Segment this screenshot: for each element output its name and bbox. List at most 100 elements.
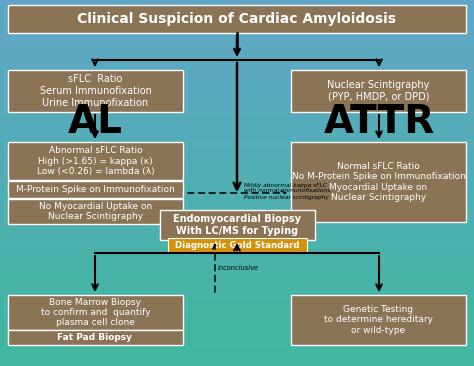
Bar bbox=[0, 139, 474, 144]
Bar bbox=[0, 11, 474, 16]
Bar bbox=[0, 81, 474, 85]
Bar bbox=[0, 62, 474, 67]
Bar bbox=[0, 117, 474, 122]
Text: Diagnostic Gold Standard: Diagnostic Gold Standard bbox=[175, 240, 299, 250]
Bar bbox=[0, 359, 474, 363]
Bar bbox=[0, 362, 474, 366]
Bar bbox=[0, 194, 474, 199]
Bar bbox=[0, 154, 474, 158]
FancyBboxPatch shape bbox=[8, 181, 183, 198]
Text: Nuclear Scintigraphy
(PYP, HMDP, or DPD): Nuclear Scintigraphy (PYP, HMDP, or DPD) bbox=[328, 80, 430, 102]
Bar bbox=[0, 113, 474, 118]
Bar bbox=[0, 40, 474, 45]
Bar bbox=[0, 26, 474, 30]
Text: Positive nuclear scintigraphy: Positive nuclear scintigraphy bbox=[244, 194, 329, 199]
Text: Bone Marrow Biopsy
to confirm and  quantify
plasma cell clone: Bone Marrow Biopsy to confirm and quanti… bbox=[41, 298, 150, 328]
Bar bbox=[0, 88, 474, 93]
Text: sFLC  Ratio
Serum Immunofixation
Urine Immunofixation: sFLC Ratio Serum Immunofixation Urine Im… bbox=[39, 74, 151, 108]
Bar bbox=[0, 183, 474, 188]
Bar bbox=[0, 146, 474, 151]
Bar bbox=[0, 326, 474, 330]
Bar bbox=[0, 293, 474, 298]
Bar bbox=[0, 307, 474, 312]
Bar bbox=[0, 271, 474, 276]
Bar bbox=[0, 15, 474, 19]
Bar bbox=[0, 51, 474, 56]
Bar bbox=[0, 172, 474, 177]
FancyBboxPatch shape bbox=[168, 238, 307, 252]
Bar bbox=[0, 70, 474, 74]
Bar bbox=[0, 216, 474, 221]
FancyBboxPatch shape bbox=[8, 70, 183, 112]
Text: Fat Pad Biopsy: Fat Pad Biopsy bbox=[57, 332, 133, 341]
Bar bbox=[0, 106, 474, 111]
Bar bbox=[0, 300, 474, 305]
Bar bbox=[0, 337, 474, 341]
Bar bbox=[0, 253, 474, 257]
Bar bbox=[0, 48, 474, 52]
Bar bbox=[0, 18, 474, 23]
Bar bbox=[0, 124, 474, 129]
Bar bbox=[0, 315, 474, 320]
Bar bbox=[0, 168, 474, 173]
Bar bbox=[0, 77, 474, 82]
Text: Genetic Testing
to determine hereditary
or wild-type: Genetic Testing to determine hereditary … bbox=[324, 305, 433, 335]
FancyBboxPatch shape bbox=[160, 210, 315, 240]
Bar bbox=[0, 242, 474, 246]
Bar bbox=[0, 198, 474, 202]
Bar bbox=[0, 84, 474, 89]
Bar bbox=[0, 132, 474, 137]
Bar bbox=[0, 231, 474, 235]
Bar bbox=[0, 0, 474, 5]
FancyBboxPatch shape bbox=[8, 142, 183, 180]
Bar bbox=[0, 29, 474, 34]
Bar bbox=[0, 150, 474, 155]
Text: Normal sFLC Ratio
No M-Protein Spike on Immunofixation
Myocardial Uptake on
Nucl: Normal sFLC Ratio No M-Protein Spike on … bbox=[292, 162, 465, 202]
FancyBboxPatch shape bbox=[8, 199, 183, 224]
Bar bbox=[0, 121, 474, 126]
Text: AL: AL bbox=[67, 103, 122, 141]
Bar bbox=[0, 55, 474, 60]
FancyBboxPatch shape bbox=[8, 5, 466, 33]
Bar bbox=[0, 249, 474, 254]
Bar bbox=[0, 264, 474, 268]
Bar bbox=[0, 344, 474, 349]
Bar bbox=[0, 99, 474, 104]
Bar bbox=[0, 66, 474, 71]
Bar bbox=[0, 190, 474, 195]
Bar bbox=[0, 165, 474, 169]
Bar bbox=[0, 110, 474, 115]
Bar bbox=[0, 238, 474, 243]
Bar bbox=[0, 44, 474, 49]
Bar bbox=[0, 95, 474, 100]
Text: Clinical Suspicion of Cardiac Amyloidosis: Clinical Suspicion of Cardiac Amyloidosi… bbox=[78, 12, 396, 26]
Bar bbox=[0, 322, 474, 327]
Bar bbox=[0, 59, 474, 63]
Bar bbox=[0, 267, 474, 272]
Bar bbox=[0, 333, 474, 338]
Bar bbox=[0, 355, 474, 360]
Bar bbox=[0, 223, 474, 228]
Bar bbox=[0, 209, 474, 213]
Bar bbox=[0, 212, 474, 217]
Text: Mildly abnormal kappa sFLC
with normal immunofixations: Mildly abnormal kappa sFLC with normal i… bbox=[244, 183, 330, 193]
Bar bbox=[0, 260, 474, 265]
Bar bbox=[0, 289, 474, 294]
Text: Endomyocardial Biopsy
With LC/MS for Typing: Endomyocardial Biopsy With LC/MS for Typ… bbox=[173, 214, 301, 236]
Text: ATTR: ATTR bbox=[323, 103, 435, 141]
Bar bbox=[0, 176, 474, 180]
Bar bbox=[0, 318, 474, 323]
FancyBboxPatch shape bbox=[291, 295, 466, 345]
Bar bbox=[0, 92, 474, 96]
FancyBboxPatch shape bbox=[8, 330, 183, 345]
Bar bbox=[0, 296, 474, 301]
Bar bbox=[0, 143, 474, 147]
Bar bbox=[0, 274, 474, 279]
Bar bbox=[0, 201, 474, 206]
Bar bbox=[0, 245, 474, 250]
Bar bbox=[0, 187, 474, 191]
FancyBboxPatch shape bbox=[8, 295, 183, 330]
Bar bbox=[0, 73, 474, 78]
Bar bbox=[0, 128, 474, 133]
Bar bbox=[0, 304, 474, 309]
